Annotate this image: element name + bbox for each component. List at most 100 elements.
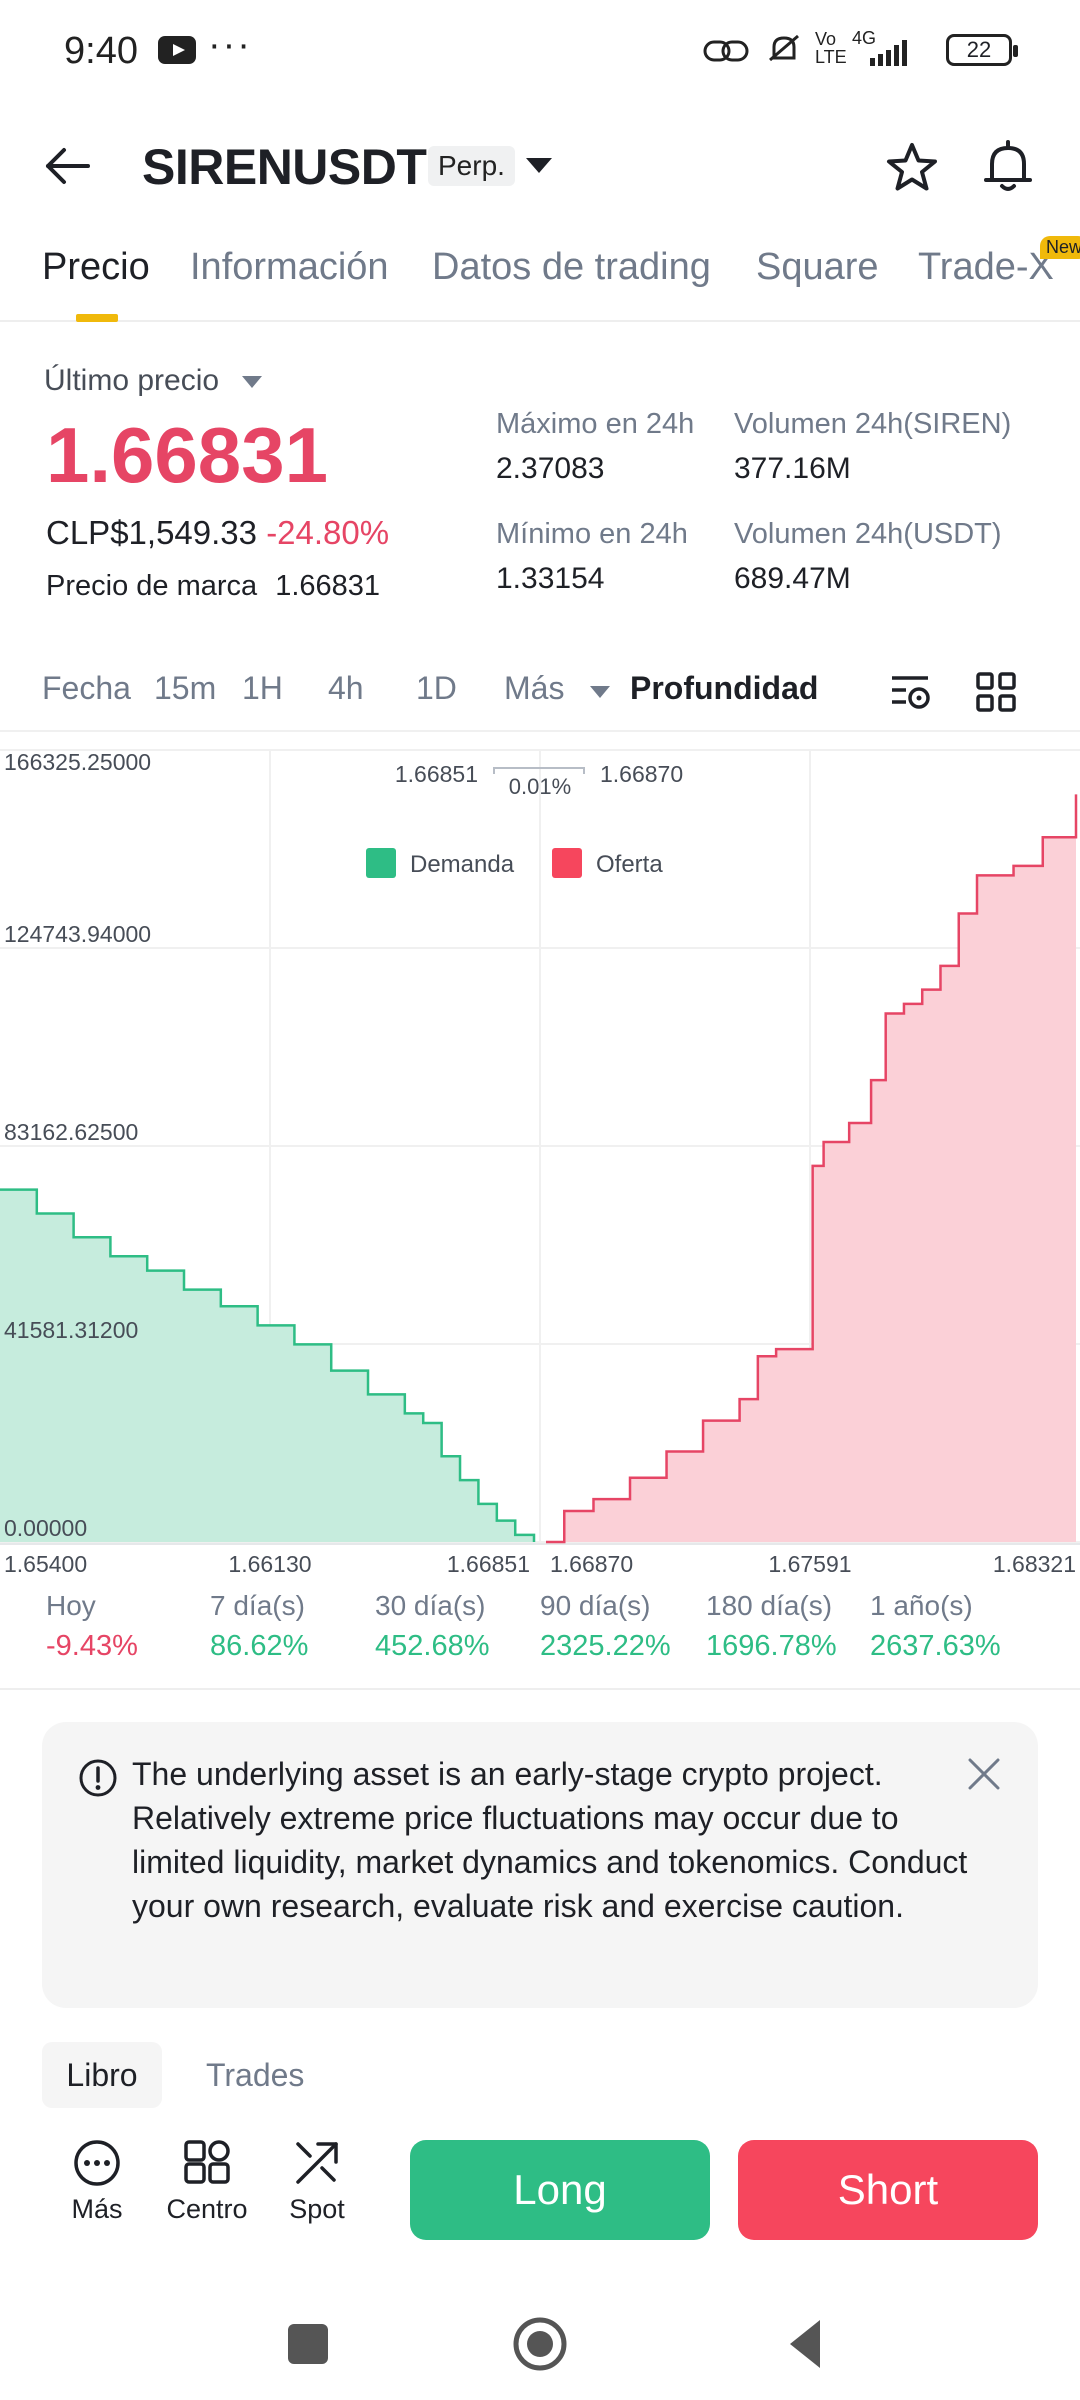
perf-value: 2637.63%	[870, 1630, 1001, 1662]
interval-15m[interactable]: 15m	[154, 670, 217, 706]
volte-indicator: Vo LTE	[815, 30, 847, 66]
bid-depth-line	[0, 1188, 536, 1542]
volume-siren-value: 377.16M	[734, 452, 851, 485]
page-title[interactable]: SIRENUSDT	[142, 139, 427, 195]
interval-fecha[interactable]: Fecha	[42, 670, 131, 706]
legend-label-oferta: Oferta	[596, 851, 663, 878]
low-24h-value: 1.33154	[496, 562, 605, 595]
volte-lte: LTE	[815, 47, 847, 67]
info-alert-icon	[79, 1759, 117, 1797]
perf-90d: 90 día(s) 2325.22%	[540, 1590, 671, 1663]
perf-label: 1 año(s)	[870, 1590, 973, 1621]
tab-informacion[interactable]: Información	[190, 246, 389, 288]
high-24h-value: 2.37083	[496, 452, 605, 485]
interval-1h[interactable]: 1H	[242, 670, 283, 706]
mark-price-label: Precio de marca	[46, 570, 258, 602]
tab-square[interactable]: Square	[756, 246, 879, 288]
interval-mas[interactable]: Más	[504, 670, 565, 706]
tab-datos-de-trading[interactable]: Datos de trading	[432, 246, 711, 288]
x-tick-label: 1.68321	[993, 1551, 1076, 1577]
bottom-action-bar: Más Centro Spot Long Short	[0, 2120, 1080, 2260]
more-notifications-indicator: ···	[208, 24, 252, 66]
perf-value: -9.43%	[46, 1630, 138, 1662]
youtube-notification-icon	[158, 36, 196, 64]
chart-legend: Demanda Oferta	[366, 848, 663, 878]
battery-indicator: 22	[946, 34, 1018, 66]
y-tick-label: 41581.31200	[4, 1317, 138, 1343]
perf-label: 90 día(s)	[540, 1590, 651, 1621]
system-navigation-bar	[288, 2317, 820, 2371]
chart-interval-bar: Fecha 15m 1H 4h 1D Más Profundidad	[0, 660, 1080, 724]
short-button[interactable]: Short	[738, 2140, 1038, 2240]
close-icon[interactable]	[966, 1756, 1002, 1792]
signal-icon	[870, 40, 907, 66]
notice-text: The underlying asset is an early-stage c…	[132, 1756, 968, 1924]
tab-trade-x[interactable]: Trade-X	[918, 246, 1054, 288]
perf-value: 86.62%	[210, 1630, 309, 1662]
high-24h-label: Máximo en 24h	[496, 408, 695, 440]
depth-chart[interactable]: 166325.25000 124743.94000 83162.62500 41581…	[0, 730, 1080, 1580]
spread-ask-label: 1.66870	[600, 761, 683, 787]
tab-precio[interactable]: Precio	[42, 246, 150, 288]
perf-label: Hoy	[46, 1590, 96, 1621]
performance-row: Hoy -9.43% 7 día(s) 86.62% 30 día(s) 452…	[0, 1590, 1080, 1690]
bid-depth-area	[0, 1189, 534, 1542]
alert-bell-icon[interactable]	[980, 138, 1036, 196]
perf-7d: 7 día(s) 86.62%	[210, 1590, 308, 1663]
main-tabs: Precio Información Datos de trading Squa…	[0, 236, 1080, 322]
last-price-label[interactable]: Último precio	[44, 364, 220, 397]
low-24h-label: Mínimo en 24h	[496, 518, 688, 550]
tab-trades[interactable]: Trades	[206, 2057, 305, 2093]
tab-libro[interactable]: Libro	[42, 2042, 162, 2108]
interval-profundidad[interactable]: Profundidad	[630, 670, 819, 706]
mark-price: Precio de marca 1.66831	[46, 570, 380, 603]
centro-button[interactable]: Centro	[162, 2138, 252, 2225]
perf-180d: 180 día(s) 1696.78%	[706, 1590, 837, 1663]
perf-label: 180 día(s)	[706, 1590, 833, 1621]
last-price-dropdown-chevron-icon[interactable]	[242, 376, 262, 388]
recents-square-icon[interactable]	[288, 2324, 328, 2364]
interval-1d[interactable]: 1D	[416, 670, 457, 706]
network-4g: 4G	[852, 28, 877, 48]
x-tick-label: 1.66851	[447, 1551, 530, 1577]
perf-hoy: Hoy -9.43%	[46, 1590, 138, 1663]
x-tick-label: 1.67591	[768, 1551, 851, 1577]
spot-button[interactable]: Spot	[272, 2138, 362, 2225]
home-circle-icon[interactable]	[513, 2317, 567, 2371]
new-badge: New	[1040, 236, 1080, 259]
perf-label: 30 día(s)	[375, 1590, 486, 1621]
long-button[interactable]: Long	[410, 2140, 710, 2240]
symbol-dropdown-chevron-icon[interactable]	[526, 158, 552, 173]
favorite-star-icon[interactable]	[884, 140, 940, 196]
mark-price-value: 1.66831	[275, 570, 381, 602]
perf-value: 452.68%	[375, 1630, 490, 1662]
volume-usdt-value: 689.47M	[734, 562, 851, 595]
x-tick-label: 1.65400	[4, 1551, 87, 1577]
more-label: Más	[71, 2194, 123, 2224]
volume-usdt-label: Volumen 24h(USDT)	[734, 518, 1002, 550]
y-tick-label: 83162.62500	[4, 1119, 138, 1145]
spread-percent-label: 0.01%	[509, 774, 571, 799]
more-dots-icon	[74, 2140, 120, 2186]
grid-layout-icon[interactable]	[974, 670, 1018, 714]
perf-value: 1696.78%	[706, 1630, 837, 1662]
clp-value: CLP$1,549.33	[46, 514, 258, 551]
perf-value: 2325.22%	[540, 1630, 671, 1662]
ask-depth-area	[546, 794, 1076, 1542]
local-currency-price: CLP$1,549.33 -24.80%	[46, 514, 389, 552]
y-tick-label: 166325.25000	[4, 749, 151, 775]
spot-label: Spot	[289, 2194, 345, 2224]
chart-top-divider	[0, 730, 1080, 732]
x-tick-label: 1.66130	[228, 1551, 311, 1577]
more-button[interactable]: Más	[52, 2138, 142, 2225]
perf-30d: 30 día(s) 452.68%	[375, 1590, 490, 1663]
perf-1y: 1 año(s) 2637.63%	[870, 1590, 1001, 1663]
interval-4h[interactable]: 4h	[328, 670, 364, 706]
chart-settings-icon[interactable]	[888, 670, 932, 714]
x-tick-label: 1.66870	[550, 1551, 633, 1577]
centro-label: Centro	[166, 2194, 248, 2224]
back-arrow-icon[interactable]	[42, 140, 94, 192]
back-triangle-icon[interactable]	[790, 2320, 820, 2368]
interval-more-chevron-icon[interactable]	[590, 686, 610, 698]
spread-bid-label: 1.66851	[395, 761, 478, 787]
